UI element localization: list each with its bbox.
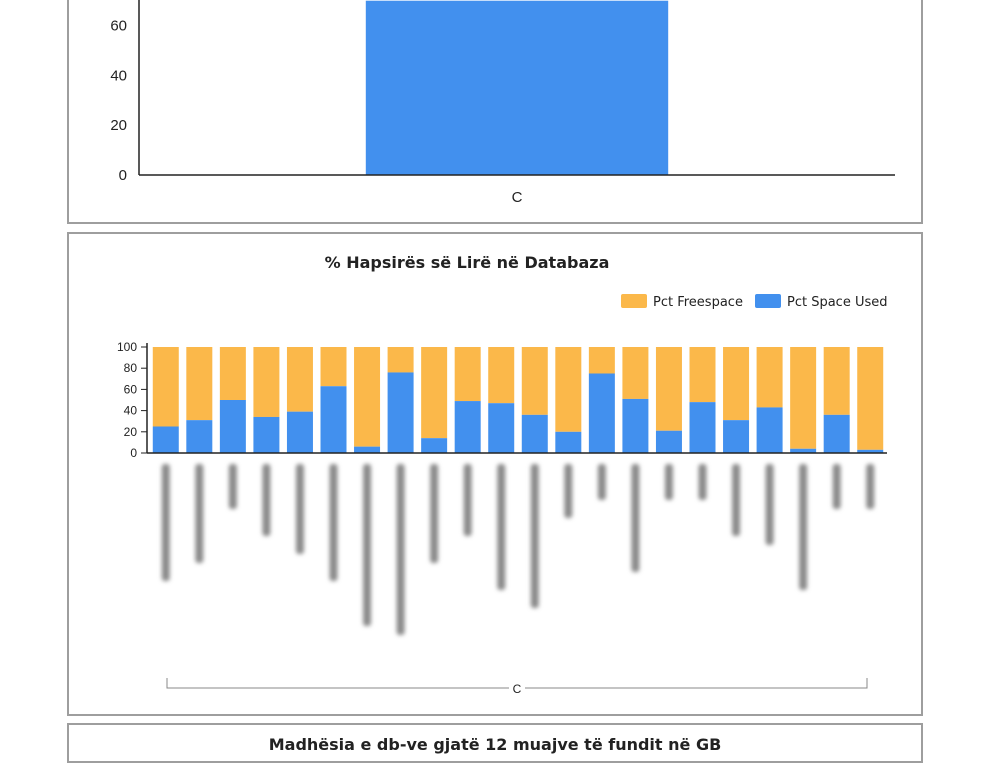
bar-space-used	[421, 438, 448, 453]
bar-space-used	[354, 446, 381, 453]
legend-label-freespace: Pct Freespace	[653, 295, 743, 310]
bar-space-used	[655, 430, 682, 453]
blurred-label	[161, 464, 170, 581]
x-tick-label: C	[512, 189, 523, 206]
bar-freespace	[421, 347, 448, 439]
blurred-label	[396, 464, 405, 635]
bar-freespace	[521, 347, 548, 415]
bar-freespace	[723, 347, 750, 421]
blurred-label	[732, 464, 741, 536]
bar-freespace	[354, 347, 381, 447]
bar-space-used	[286, 411, 313, 453]
y-tick-label: 60	[124, 382, 138, 396]
blurred-label	[195, 464, 204, 563]
bar-freespace	[622, 347, 649, 399]
bar-space-used	[823, 414, 850, 453]
blurred-label	[564, 464, 573, 518]
bar-freespace	[186, 347, 213, 421]
bar-freespace	[588, 347, 615, 374]
bar	[365, 0, 669, 176]
bar-space-used	[622, 398, 649, 453]
bar-freespace	[823, 347, 850, 415]
top-bar-chart: 0 20 40 60 C	[110, 0, 895, 206]
top-chart-panel: 0 20 40 60 C	[67, 0, 923, 224]
bar-space-used	[186, 420, 213, 453]
bar-space-used	[588, 373, 615, 453]
blurred-label	[664, 464, 673, 500]
db-size-chart-panel: Madhësia e db-ve gjatë 12 muajve të fund…	[67, 723, 923, 763]
bar-freespace	[790, 347, 817, 449]
bar-freespace	[756, 347, 783, 408]
blurred-label	[631, 464, 640, 572]
blurred-label	[530, 464, 539, 608]
bar-space-used	[723, 420, 750, 453]
blurred-label	[295, 464, 304, 554]
bar-space-used	[555, 431, 582, 453]
bar-freespace	[320, 347, 347, 387]
bar-space-used	[790, 448, 817, 453]
bar-freespace	[857, 347, 884, 450]
blurred-label	[329, 464, 338, 581]
bar-space-used	[488, 403, 515, 453]
bar-freespace	[387, 347, 414, 373]
y-tick-label: 40	[124, 404, 138, 418]
bar-freespace	[253, 347, 280, 417]
y-tick-label: 0	[119, 167, 127, 184]
blurred-label	[262, 464, 271, 536]
bar-freespace	[655, 347, 682, 431]
bar-space-used	[454, 401, 481, 453]
bar-freespace	[689, 347, 716, 403]
bar-space-used	[387, 372, 414, 453]
chart-legend: Pct Freespace Pct Space Used	[621, 294, 888, 310]
y-tick-label: 20	[124, 425, 138, 439]
bar-space-used	[253, 416, 280, 453]
y-tick-label: 20	[110, 117, 127, 134]
bar-freespace	[286, 347, 313, 412]
blurred-label	[228, 464, 237, 509]
blurred-label	[832, 464, 841, 509]
blurred-label	[497, 464, 506, 590]
blurred-label	[363, 464, 372, 626]
blurred-label	[698, 464, 707, 500]
bar-freespace	[454, 347, 481, 402]
legend-label-space-used: Pct Space Used	[787, 295, 888, 310]
chart-title: % Hapsirës së Lirë në Databaza	[325, 253, 610, 272]
y-tick-label: 80	[124, 361, 138, 375]
bar-space-used	[320, 386, 347, 453]
bar-space-used	[756, 407, 783, 453]
blurred-label	[866, 464, 875, 509]
db-size-chart-title: Madhësia e db-ve gjatë 12 muajve të fund…	[268, 735, 722, 754]
y-tick-label: 40	[110, 67, 127, 84]
y-tick-label: 60	[110, 18, 127, 35]
bar-space-used	[689, 402, 716, 453]
bar-space-used	[857, 449, 884, 453]
category-bracket: C	[166, 678, 868, 696]
blurred-label	[430, 464, 439, 563]
bar-freespace	[219, 347, 246, 400]
blurred-label	[597, 464, 606, 500]
bracket-label: C	[513, 682, 522, 696]
blurred-label	[463, 464, 472, 536]
freespace-stacked-chart: % Hapsirës së Lirë në Databaza Pct Frees…	[117, 253, 888, 696]
y-tick-label: 100	[117, 340, 137, 354]
obscured-category-labels	[161, 464, 875, 635]
legend-swatch-freespace	[621, 294, 647, 308]
bar-freespace	[488, 347, 515, 404]
blurred-label	[765, 464, 774, 545]
freespace-chart-panel: % Hapsirës së Lirë në Databaza Pct Frees…	[67, 232, 923, 716]
y-tick-label: 0	[130, 446, 137, 460]
bar-freespace	[152, 347, 179, 427]
bar-space-used	[219, 400, 246, 453]
bar-space-used	[152, 426, 179, 453]
bar-freespace	[555, 347, 582, 432]
bar-space-used	[521, 414, 548, 453]
legend-swatch-space-used	[755, 294, 781, 308]
blurred-label	[799, 464, 808, 590]
